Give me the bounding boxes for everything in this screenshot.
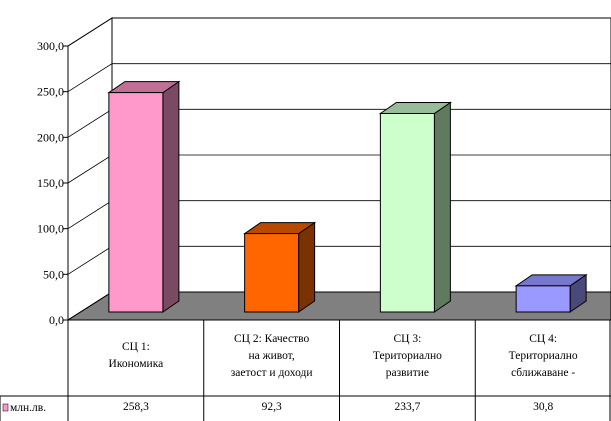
- y-tick-label: 250,0: [37, 85, 64, 99]
- legend-key: [2, 403, 9, 412]
- category-label: СЦ 1:: [122, 341, 150, 353]
- bar-front: [379, 112, 435, 313]
- data-label: 233,7: [394, 401, 420, 413]
- gridline: [67, 63, 611, 93]
- y-tick-label: 0,0: [49, 313, 64, 327]
- data-label: 258,3: [123, 401, 149, 413]
- gridline: [67, 17, 611, 47]
- data-table: СЦ 1: Икономика СЦ 2: Качество на живот, зае…: [0, 320, 611, 421]
- y-tick-label: 50,0: [43, 267, 64, 281]
- category-label: на живот,: [249, 350, 295, 362]
- data-label: 92,3: [262, 401, 282, 413]
- bar-side: [162, 80, 180, 313]
- y-axis: 0,0 50,0 100,0 150,0 200,0 250,0 300,0: [37, 39, 69, 327]
- category-label: заетост и доходи: [231, 367, 313, 379]
- y-tick-label: 300,0: [37, 39, 64, 53]
- bar-side: [298, 221, 316, 313]
- category-label: развитие: [386, 367, 429, 379]
- bar: [107, 80, 181, 313]
- bar-side: [433, 101, 451, 313]
- bar-front: [515, 285, 571, 313]
- category-label: Териториално: [373, 350, 442, 362]
- bars: [107, 80, 588, 313]
- bar: [243, 221, 317, 313]
- category-label: СЦ 3:: [393, 333, 421, 345]
- data-label: 30,8: [533, 401, 553, 413]
- category-label: Териториално: [509, 350, 578, 362]
- category-label: СЦ 2: Качество: [234, 333, 309, 345]
- category-label: СЦ 4:: [529, 333, 557, 345]
- y-tick-label: 200,0: [37, 130, 64, 144]
- bar-front: [244, 233, 300, 313]
- category-label: сближаване -: [511, 367, 575, 379]
- y-tick-label: 100,0: [37, 222, 64, 236]
- category-label: Икономика: [109, 358, 164, 370]
- series-name: млн.лв.: [10, 402, 46, 414]
- bar: [378, 101, 452, 313]
- bar-front: [108, 92, 164, 313]
- bar: [514, 273, 588, 313]
- y-tick-label: 150,0: [37, 176, 64, 190]
